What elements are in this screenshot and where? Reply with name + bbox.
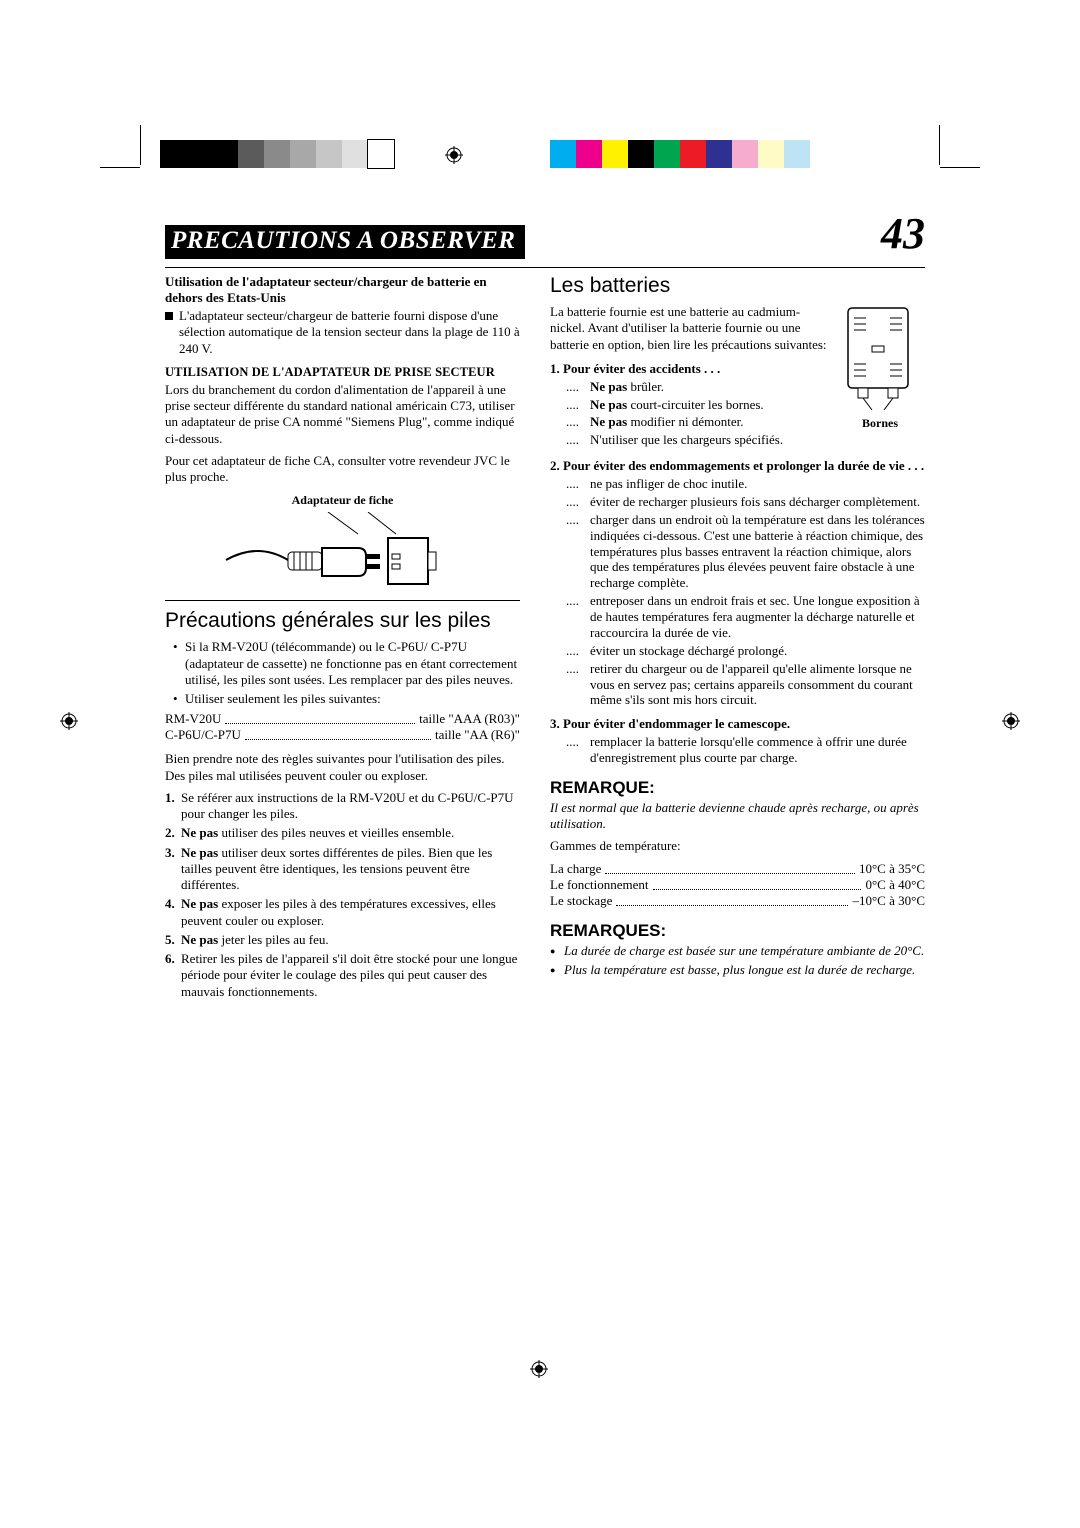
sec2-list: ne pas infliger de choc inutile. éviter …	[550, 476, 925, 708]
list-item: Se référer aux instructions de la RM-V20…	[165, 790, 520, 823]
batteries-heading: Les batteries	[550, 274, 925, 298]
utilisation-heading: UTILISATION DE L'ADAPTATEUR DE PRISE SEC…	[165, 365, 520, 380]
list-item: Si la RM-V20U (télécommande) ou le C-P6U…	[175, 639, 520, 688]
list-item: charger dans un endroit où la températur…	[574, 512, 925, 591]
registration-mark	[445, 146, 463, 164]
list-item: Ne pas utiliser deux sortes différentes …	[165, 845, 520, 894]
plug-icon	[218, 512, 468, 586]
registration-mark	[1002, 712, 1020, 730]
list-item: ne pas infliger de choc inutile.	[574, 476, 925, 492]
remarque-heading: REMARQUE:	[550, 778, 925, 798]
color-bar-left	[160, 140, 394, 168]
adapter-body: L'adaptateur secteur/chargeur de batteri…	[165, 308, 520, 357]
registration-mark	[60, 712, 78, 730]
crop-mark	[939, 125, 940, 165]
piles-heading: Précautions générales sur les piles	[165, 609, 520, 633]
batteries-intro: La batterie fournie est une batterie au …	[550, 304, 835, 353]
list-item: éviter un stockage déchargé prolongé.	[574, 643, 925, 659]
list-item: Retirer les piles de l'appareil s'il doi…	[165, 951, 520, 1000]
table-row: RM-V20U taille "AAA (R03)"	[165, 711, 520, 727]
crop-mark	[100, 167, 140, 168]
battery-size-table: RM-V20U taille "AAA (R03)" C-P6U/C-P7U t…	[165, 711, 520, 743]
sec3-list: remplacer la batterie lorsqu'elle commen…	[550, 734, 925, 766]
sec3-heading: 3. Pour éviter d'endommager le camescope…	[550, 716, 925, 732]
piles-numbered-list: Se référer aux instructions de la RM-V20…	[165, 790, 520, 1000]
list-item: Utiliser seulement les piles suivantes:	[175, 691, 520, 707]
color-bar-right	[550, 140, 810, 168]
piles-bullets: Si la RM-V20U (télécommande) ou le C-P6U…	[165, 639, 520, 707]
temps-heading: Gammes de température:	[550, 838, 925, 854]
plug-figure	[165, 512, 520, 586]
list-item: éviter de recharger plusieurs fois sans …	[574, 494, 925, 510]
piles-note: Bien prendre note des règles suivantes p…	[165, 751, 520, 784]
section-rule	[165, 600, 520, 601]
adapter-heading: Utilisation de l'adaptateur secteur/char…	[165, 274, 520, 306]
list-item: retirer du chargeur ou de l'appareil qu'…	[574, 661, 925, 709]
list-item: Plus la température est basse, plus long…	[550, 962, 925, 978]
list-item: Ne pas brûler.	[574, 379, 925, 395]
list-item: remplacer la batterie lorsqu'elle commen…	[574, 734, 925, 766]
list-item: Ne pas exposer les piles à des températu…	[165, 896, 520, 929]
list-item: Ne pas court-circuiter les bornes.	[574, 397, 925, 413]
list-item: Ne pas jeter les piles au feu.	[165, 932, 520, 948]
table-row: Le stockage–10°C à 30°C	[550, 893, 925, 909]
table-row: C-P6U/C-P7U taille "AA (R6)"	[165, 727, 520, 743]
list-item: La durée de charge est basée sur une tem…	[550, 943, 925, 959]
remarque-body: Il est normal que la batterie devienne c…	[550, 800, 925, 833]
utilisation-body-2: Pour cet adaptateur de fiche CA, consult…	[165, 453, 520, 486]
sec2-heading: 2. Pour éviter des endommagements et pro…	[550, 458, 925, 474]
table-row: La charge10°C à 35°C	[550, 861, 925, 877]
list-item: Ne pas utiliser des piles neuves et viei…	[165, 825, 520, 841]
list-item: entreposer dans un endroit frais et sec.…	[574, 593, 925, 641]
remarques-heading: REMARQUES:	[550, 921, 925, 941]
title-rule	[165, 267, 925, 268]
plug-caption: Adaptateur de fiche	[165, 493, 520, 508]
left-column: Utilisation de l'adaptateur secteur/char…	[165, 274, 520, 1003]
page-content: PRECAUTIONS A OBSERVER 43 Utilisation de…	[165, 212, 925, 1003]
list-item: N'utiliser que les chargeurs spécifiés.	[574, 432, 925, 448]
table-row: Le fonctionnement0°C à 40°C	[550, 877, 925, 893]
remarques-list: La durée de charge est basée sur une tem…	[550, 943, 925, 979]
list-item: Ne pas modifier ni démonter.	[574, 414, 925, 430]
crop-mark	[140, 125, 141, 165]
right-column: Les batteries	[550, 274, 925, 1003]
utilisation-body-1: Lors du branchement du cordon d'alimenta…	[165, 382, 520, 447]
title-bar: PRECAUTIONS A OBSERVER 43	[165, 212, 925, 259]
page-title: PRECAUTIONS A OBSERVER	[165, 225, 525, 259]
page-number: 43	[881, 212, 925, 256]
registration-mark	[530, 1360, 548, 1378]
crop-mark	[940, 167, 980, 168]
